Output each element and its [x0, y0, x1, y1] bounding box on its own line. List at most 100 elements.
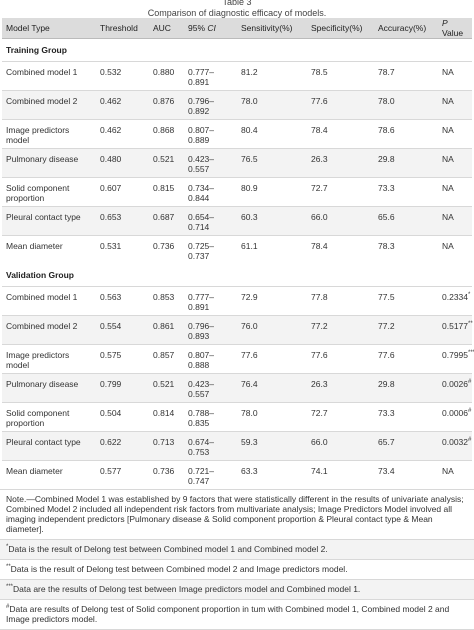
col-header-sensitivity: Sensitivity(%): [237, 18, 307, 39]
accuracy-cell: 29.8: [374, 148, 438, 178]
auc-cell: 0.521: [149, 373, 184, 403]
specificity-cell: 78.4: [307, 119, 374, 149]
p-value-cell: 0.7995***: [438, 344, 474, 374]
footnote-mark: #: [468, 379, 472, 386]
footnote-text: Data are results of Delong test of Solid…: [6, 604, 450, 624]
p-value-cell: 0.2334*: [438, 286, 472, 316]
auc-cell: 0.861: [149, 315, 184, 345]
p-value-text: NA: [442, 67, 454, 77]
table-number: Table 3: [222, 0, 252, 7]
sensitivity-cell: 80.4: [237, 119, 307, 149]
ci-cell: 0.796–0.892: [184, 90, 237, 120]
table-caption: Table 3 Comparison of diagnostic efficac…: [0, 0, 474, 18]
efficacy-table: Model Type Threshold AUC 95% CI Sensitiv…: [2, 18, 474, 489]
footnote-mark: #: [468, 437, 472, 444]
specificity-cell: 78.5: [307, 61, 374, 91]
threshold-cell: 0.607: [96, 177, 149, 207]
threshold-cell: 0.531: [96, 235, 149, 264]
threshold-cell: 0.480: [96, 148, 149, 178]
col-header-auc: AUC: [149, 18, 184, 39]
ci-cell: 0.725–0.737: [184, 235, 237, 264]
p-value-cell: NA: [438, 235, 472, 264]
footnote-mark: #: [468, 408, 472, 415]
model-cell: Mean diameter: [2, 235, 96, 264]
ci-cell: 0.796–0.893: [184, 315, 237, 345]
specificity-cell: 72.7: [307, 177, 374, 207]
accuracy-cell: 73.3: [374, 177, 438, 207]
model-cell: Combined model 2: [2, 315, 96, 345]
sensitivity-cell: 60.3: [237, 206, 307, 236]
auc-cell: 0.687: [149, 206, 184, 236]
table-row: Solid component proportion 0.504 0.814 0.78…: [2, 402, 472, 432]
footnote-text: Data is the result of Delong test betwee…: [8, 544, 328, 554]
col-header-specificity: Specificity(%): [307, 18, 374, 39]
validation-group-header: Validation Group: [2, 264, 472, 287]
p-value-text: NA: [442, 466, 454, 476]
group-label: Training Group: [6, 45, 67, 55]
p-value-cell: NA: [438, 460, 472, 489]
ci-cell: 0.777–0.891: [184, 286, 237, 316]
footnote-text: Data are the results of Delong test betw…: [13, 584, 361, 594]
sensitivity-cell: 59.3: [237, 431, 307, 461]
model-cell: Solid component proportion: [2, 402, 96, 432]
ci-cell: 0.807–0.889: [184, 119, 237, 149]
footnote-mark: ***: [468, 350, 474, 357]
table-row: Image predictors model 0.462 0.868 0.807–0.…: [2, 119, 472, 149]
p-value-cell: NA: [438, 148, 472, 178]
ci-cell: 0.674–0.753: [184, 431, 237, 461]
p-value-cell: 0.0006#: [438, 402, 472, 432]
table-row: Image predictors model 0.575 0.857 0.807–0.…: [2, 344, 474, 374]
accuracy-cell: 78.3: [374, 235, 438, 264]
table-row: Mean diameter 0.531 0.736 0.725–0.737 61.1 78…: [2, 235, 472, 264]
table-row: Pulmonary disease 0.799 0.521 0.423–0.557 76…: [2, 373, 472, 403]
accuracy-cell: 29.8: [374, 373, 438, 403]
col-header-ci: 95% CI: [184, 18, 237, 39]
specificity-cell: 77.6: [307, 90, 374, 120]
sensitivity-cell: 61.1: [237, 235, 307, 264]
p-value-text: 0.0032: [442, 437, 468, 447]
p-value-text: 0.2334: [442, 292, 468, 302]
model-cell: Combined model 1: [2, 61, 96, 91]
model-cell: Pulmonary disease: [2, 373, 96, 403]
p-value-text: 0.5177: [442, 321, 468, 331]
threshold-cell: 0.799: [96, 373, 149, 403]
auc-cell: 0.853: [149, 286, 184, 316]
accuracy-cell: 77.6: [374, 344, 438, 374]
accuracy-cell: 65.6: [374, 206, 438, 236]
p-value-text: NA: [442, 183, 454, 193]
footnote-mark: **: [6, 564, 11, 571]
auc-cell: 0.736: [149, 460, 184, 489]
model-cell: Combined model 2: [2, 90, 96, 120]
specificity-cell: 26.3: [307, 148, 374, 178]
auc-cell: 0.868: [149, 119, 184, 149]
accuracy-cell: 77.5: [374, 286, 438, 316]
accuracy-cell: 78.0: [374, 90, 438, 120]
threshold-cell: 0.577: [96, 460, 149, 489]
p-value-text: 0.7995: [442, 350, 468, 360]
accuracy-cell: 78.7: [374, 61, 438, 91]
accuracy-cell: 77.2: [374, 315, 438, 345]
table-row: Mean diameter 0.577 0.736 0.721–0.747 63.3 74…: [2, 460, 472, 489]
model-cell: Pleural contact type: [2, 431, 96, 461]
sensitivity-cell: 76.5: [237, 148, 307, 178]
auc-cell: 0.876: [149, 90, 184, 120]
ci-cell: 0.423–0.557: [184, 148, 237, 178]
model-cell: Image predictors model: [2, 344, 96, 374]
ci-cell: 0.807–0.888: [184, 344, 237, 374]
table-row: Pulmonary disease 0.480 0.521 0.423–0.557 76…: [2, 148, 472, 178]
sensitivity-cell: 72.9: [237, 286, 307, 316]
sensitivity-cell: 63.3: [237, 460, 307, 489]
ci-cell: 0.721–0.747: [184, 460, 237, 489]
table-row: Solid component proportion 0.607 0.815 0.73…: [2, 177, 472, 207]
table-row: Combined model 2 0.554 0.861 0.796–0.893 76.…: [2, 315, 473, 345]
p-value-text: NA: [442, 212, 454, 222]
auc-cell: 0.880: [149, 61, 184, 91]
auc-cell: 0.814: [149, 402, 184, 432]
specificity-cell: 26.3: [307, 373, 374, 403]
p-value-text: 0.0026: [442, 379, 468, 389]
p-value-cell: NA: [438, 119, 472, 149]
p-value-cell: 0.0026#: [438, 373, 472, 403]
table-row: Combined model 2 0.462 0.876 0.796–0.892 78.…: [2, 90, 472, 120]
sensitivity-cell: 78.0: [237, 402, 307, 432]
accuracy-cell: 65.7: [374, 431, 438, 461]
